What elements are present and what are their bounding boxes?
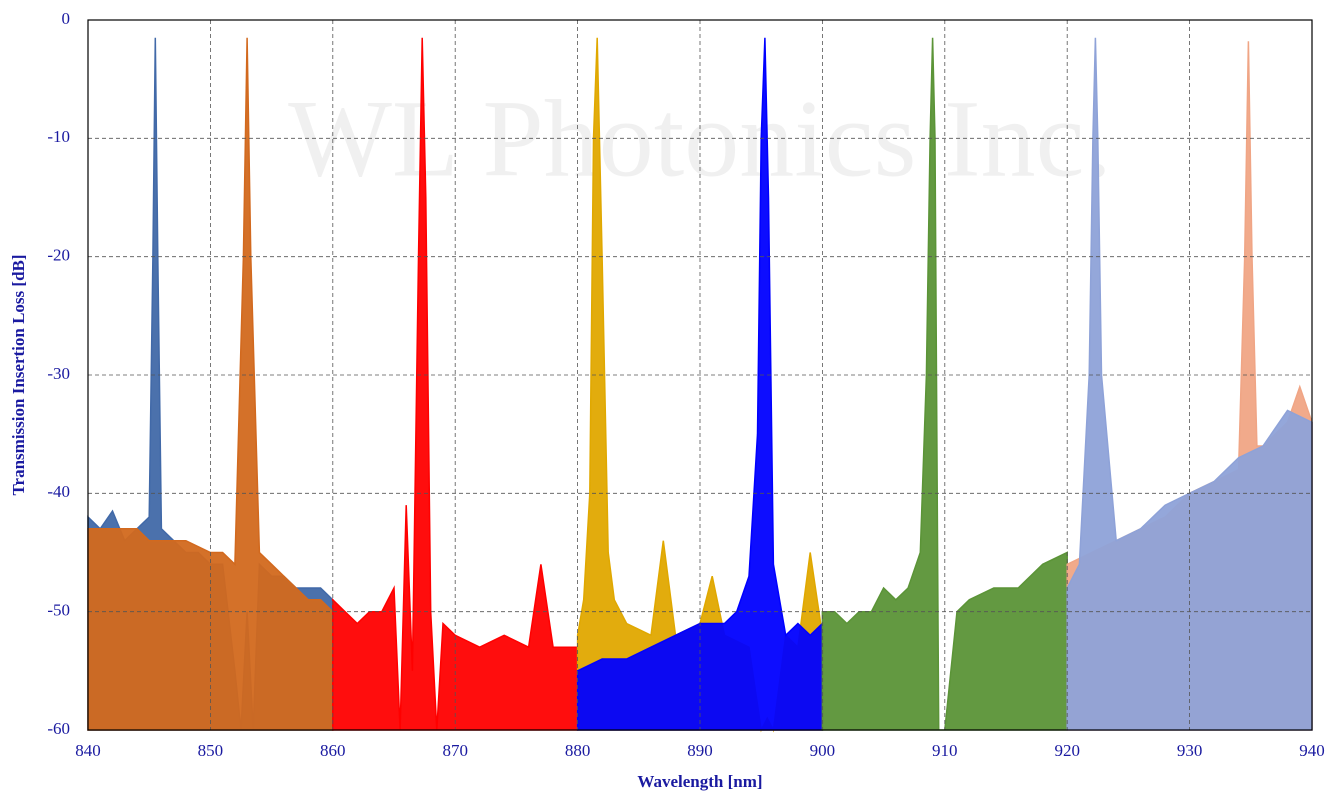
x-axis-label: Wavelength [nm] [637, 772, 762, 791]
x-tick-label: 930 [1177, 741, 1203, 760]
y-tick-label: -50 [47, 601, 70, 620]
y-tick-label: -10 [47, 127, 70, 146]
spectrum-area [87, 37, 334, 731]
spectrum-area [821, 37, 1068, 731]
x-tick-label: 880 [565, 741, 591, 760]
y-tick-label: -30 [47, 364, 70, 383]
x-tick-label: 840 [75, 741, 101, 760]
y-tick-label: -40 [47, 482, 70, 501]
plot-area [87, 37, 1313, 733]
spectrum-area [576, 37, 824, 731]
x-tick-label: 910 [932, 741, 958, 760]
x-tick-label: 900 [810, 741, 836, 760]
x-tick-label: 920 [1054, 741, 1080, 760]
x-tick-label: 870 [442, 741, 468, 760]
x-tick-label: 860 [320, 741, 346, 760]
y-tick-label: -60 [47, 719, 70, 738]
y-tick-label: 0 [62, 9, 71, 28]
x-tick-label: 850 [198, 741, 224, 760]
y-tick-label: -20 [47, 246, 70, 265]
plot-frame [87, 19, 1313, 731]
x-tick-label: 890 [687, 741, 713, 760]
y-axis-label: Transmission Insertion Loss [dB] [9, 254, 28, 495]
x-tick-label: 940 [1299, 741, 1325, 760]
